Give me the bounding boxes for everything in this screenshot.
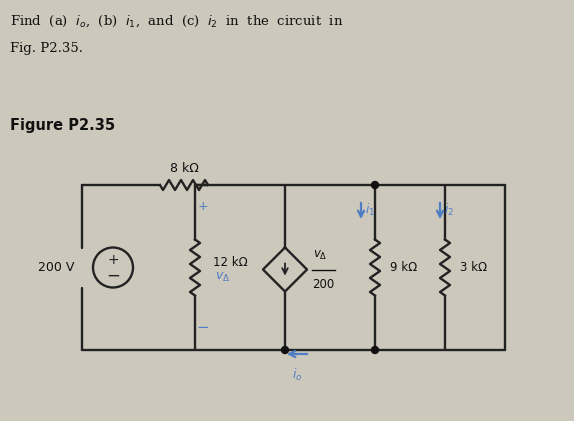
Text: 200: 200 [312,279,334,291]
Text: 3 kΩ: 3 kΩ [460,261,487,274]
Text: −: − [197,320,210,336]
Text: $i_2$: $i_2$ [444,202,454,218]
Text: $i_1$: $i_1$ [365,202,375,218]
Text: +: + [197,200,208,213]
Text: Figure P2.35: Figure P2.35 [10,118,115,133]
Text: Fig. P2.35.: Fig. P2.35. [10,42,83,55]
Text: 12 kΩ: 12 kΩ [213,256,248,269]
Text: $i_o$: $i_o$ [292,367,302,383]
Circle shape [371,346,378,354]
Text: $v_{\Delta}$: $v_{\Delta}$ [215,271,230,284]
Polygon shape [263,248,307,291]
Text: 200 V: 200 V [38,261,74,274]
Circle shape [371,181,378,189]
Text: −: − [106,266,120,285]
Circle shape [281,346,289,354]
Text: 8 kΩ: 8 kΩ [169,163,199,176]
Text: 9 kΩ: 9 kΩ [390,261,417,274]
Text: Find  (a)  $i_o$,  (b)  $i_1$,  and  (c)  $i_2$  in  the  circuit  in: Find (a) $i_o$, (b) $i_1$, and (c) $i_2$… [10,14,343,29]
Text: $v_{\Delta}$: $v_{\Delta}$ [313,248,328,261]
Text: +: + [107,253,119,267]
